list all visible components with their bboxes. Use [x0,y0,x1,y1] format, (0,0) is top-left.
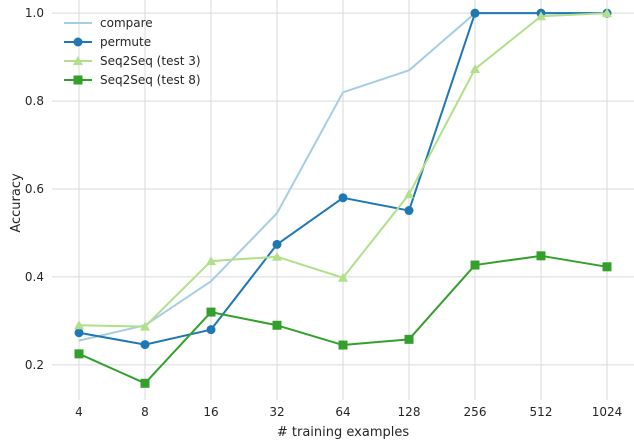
y-tick-labels: 0.2 0.4 0.6 0.8 1.0 [25,6,44,372]
data-point [74,320,84,330]
legend-label: compare [100,16,153,30]
data-point [404,206,414,216]
x-tick-label: 32 [269,405,284,419]
x-tick-label: 1024 [592,405,623,419]
series-group [74,8,612,388]
legend: compare permute Seq2Seq (test 3) Seq2Seq (t… [64,16,201,87]
data-point [470,260,480,270]
legend-item: compare [64,16,153,30]
x-tick-labels: 4 8 16 32 64 128 256 512 1024 [75,405,622,419]
legend-label: Seq2Seq (test 8) [100,73,201,87]
x-tick-label: 256 [464,405,487,419]
data-point [272,239,282,249]
x-axis-label: # training examples [277,425,409,440]
legend-label: permute [100,35,151,49]
y-tick-label: 0.6 [25,182,44,196]
data-point [602,262,612,272]
data-point [404,334,414,344]
legend-label: Seq2Seq (test 3) [100,54,201,68]
data-point [272,320,282,330]
x-tick-label: 16 [203,405,218,419]
data-point [206,307,216,317]
data-point [74,349,84,359]
data-point [338,272,348,282]
legend-marker [73,56,83,65]
x-tick-label: 128 [398,405,421,419]
data-point [206,256,216,266]
series-seq2seq-test-3 [74,8,612,331]
series-seq2seq-test-8 [74,251,612,388]
legend-item: Seq2Seq (test 8) [64,73,201,87]
data-point [338,193,348,203]
y-tick-label: 0.4 [25,270,44,284]
data-point [470,64,480,74]
data-point [404,189,414,199]
legend-item: permute [64,35,151,49]
data-point [272,251,282,261]
y-tick-label: 0.8 [25,94,44,108]
data-point [536,251,546,261]
data-point [602,8,612,18]
legend-item: Seq2Seq (test 3) [64,54,201,68]
data-point [338,340,348,350]
y-axis-label: Accuracy [9,173,24,233]
data-point [470,8,480,18]
data-point [140,378,150,388]
x-tick-label: 4 [75,405,83,419]
x-tick-label: 64 [335,405,350,419]
data-point [74,328,84,338]
legend-marker [73,75,83,85]
data-point [140,340,150,350]
x-tick-label: 512 [530,405,553,419]
y-tick-label: 0.2 [25,358,44,372]
data-point [140,321,150,331]
data-point [536,11,546,21]
y-tick-label: 1.0 [25,6,44,20]
x-tick-label: 8 [141,405,149,419]
data-point [206,325,216,335]
legend-marker [73,37,83,47]
